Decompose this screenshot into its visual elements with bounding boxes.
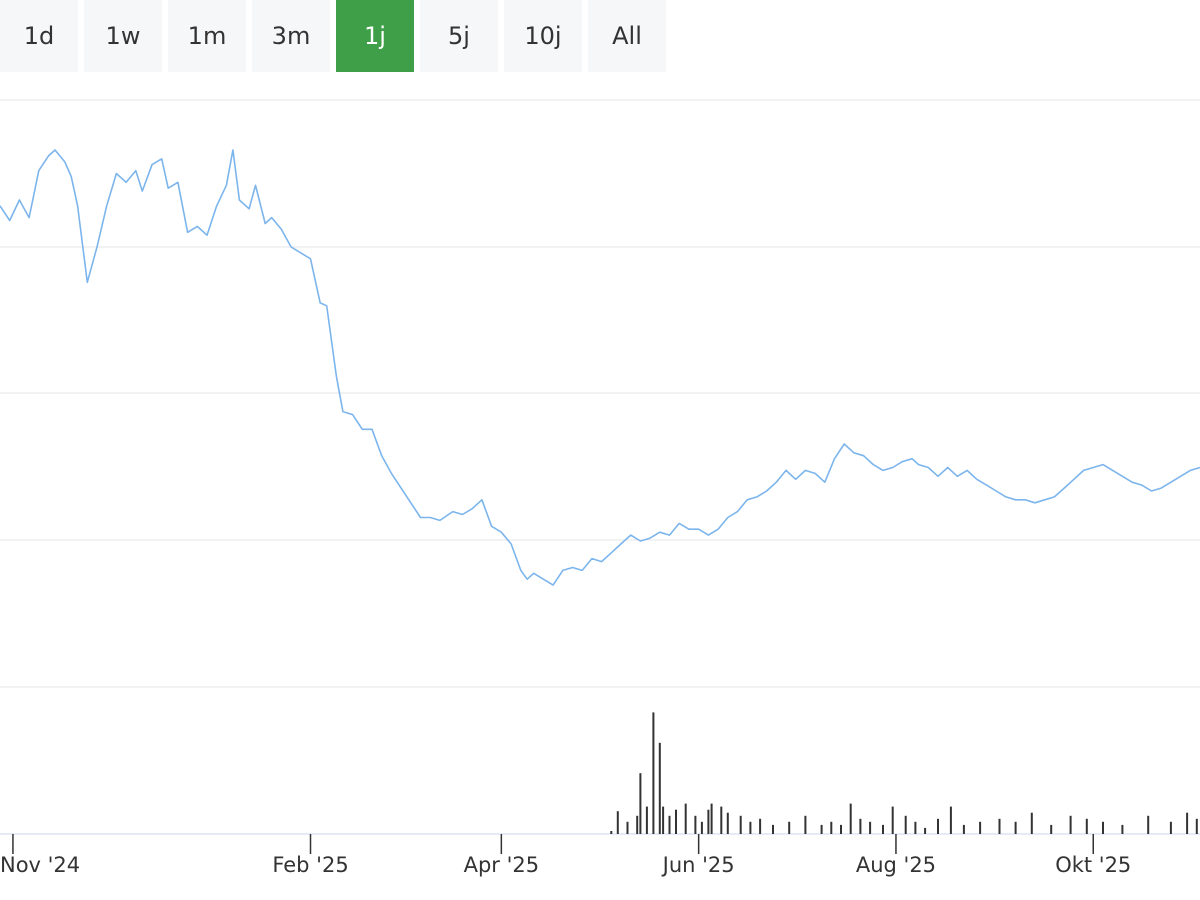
range-tabs: 1d 1w 1m 3m 1j 5j 10j All [0,0,672,72]
volume-bar [869,821,872,834]
x-tick-label: Okt '25 [1055,853,1131,877]
volume-bar [662,806,665,834]
volume-bar [749,821,752,834]
volume-bar [668,815,671,834]
volume-bar [1121,824,1124,834]
volume-bar [788,821,791,834]
volume-bar [726,812,729,834]
volume-bar [675,809,677,834]
volume-bar [904,815,907,834]
volume-bar [849,803,852,834]
volume-bar [891,806,894,834]
volume-bar [700,821,703,834]
x-tick-label: Apr '25 [464,853,540,877]
x-tick-label: Nov '24 [0,853,80,877]
price-line [0,149,1200,586]
x-tick-label: Feb '25 [272,853,348,877]
volume-bar [840,824,842,834]
tab-1j[interactable]: 1j [336,0,414,72]
volume-bar [882,824,884,834]
volume-bar [772,824,774,834]
volume-bar [707,809,710,834]
x-tick-label: Jun '25 [661,853,735,877]
volume-bar [1050,824,1053,834]
volume-bar [830,821,833,834]
volume-bar [1014,821,1017,834]
tab-1w[interactable]: 1w [84,0,162,72]
volume-bar [949,806,952,834]
volume-bar [652,712,655,834]
volume-bar [804,815,807,834]
volume-bar [616,811,619,834]
volume-bar [859,818,862,834]
tab-1m[interactable]: 1m [168,0,246,72]
tab-5j[interactable]: 5j [420,0,498,72]
volume-bar [979,821,982,834]
volume-bar [1195,818,1198,834]
volume-bar [1169,821,1172,834]
volume-bar [1147,815,1150,834]
tab-3m[interactable]: 3m [252,0,330,72]
tab-1d[interactable]: 1d [0,0,78,72]
volume-bar [610,831,613,834]
volume-bar [1030,812,1033,834]
volume-bar [1102,821,1104,834]
volume-bar [998,818,1001,834]
volume-bar [658,742,661,834]
volume-bar [684,803,687,834]
volume-bar [1085,818,1088,834]
volume-bar [914,821,917,834]
volume-bar [1069,815,1072,834]
volume-bar [694,815,697,834]
volume-bar [626,821,629,834]
x-tick-label: Aug '25 [856,853,936,877]
volume-bar [820,824,823,834]
volume-bar [1186,812,1189,834]
volume-bar [924,827,927,834]
volume-bar [962,824,965,834]
volume-bar [645,806,648,834]
volume-bar [759,818,762,834]
volume-bar [639,773,642,834]
tab-10j[interactable]: 10j [504,0,582,72]
volume-bar [739,815,742,834]
volume-bar [710,803,713,834]
volume-bar [636,815,639,834]
volume-bar [720,806,723,834]
tab-all[interactable]: All [588,0,666,72]
volume-bar [937,818,939,834]
